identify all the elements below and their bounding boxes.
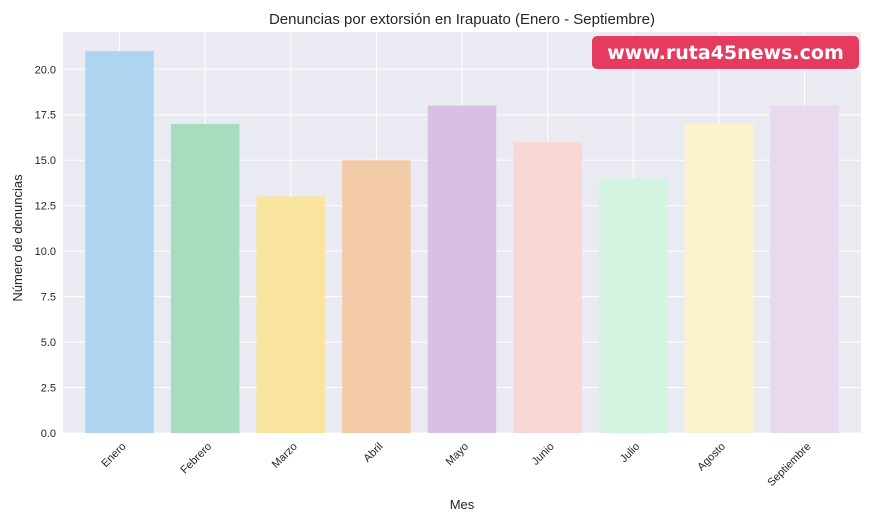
x-tick-label: Septiembre (765, 441, 813, 489)
y-tick-labels: 0.0 2.5 5.0 7.5 10.0 12.5 15.0 17.5 20.0 (35, 64, 56, 440)
x-tick-labels: Enero Febrero Marzo Abril Mayo Junio Julio Agos… (99, 441, 813, 489)
y-axis-label: Número de denuncias (10, 174, 25, 302)
bar-enero (85, 51, 154, 433)
y-tick-label: 2.5 (41, 383, 56, 395)
bar-junio (513, 142, 582, 433)
y-tick-label: 5.0 (41, 337, 56, 349)
watermark-text: www.ruta45news.com (607, 42, 844, 64)
bar-febrero (170, 123, 240, 434)
watermark-badge: www.ruta45news.com (592, 36, 859, 69)
x-tick-label: Mayo (444, 441, 472, 469)
y-tick-label: 17.5 (35, 110, 56, 122)
y-tick-label: 20.0 (35, 64, 56, 76)
x-tick-label: Junio (530, 441, 557, 468)
bars (85, 51, 839, 434)
watermark-background (592, 36, 859, 69)
x-axis-label: Mes (450, 497, 475, 512)
y-tick-label: 10.0 (35, 246, 56, 258)
bar-septiembre (770, 105, 839, 433)
x-tick-label: Abril (361, 441, 385, 465)
bar-marzo (256, 196, 326, 433)
y-tick-label: 15.0 (35, 155, 56, 167)
y-tick-label: 12.5 (35, 201, 56, 213)
y-tick-label: 7.5 (41, 292, 56, 304)
bar-abril (342, 160, 411, 434)
bar-agosto (684, 123, 754, 434)
x-tick-label: Marzo (270, 441, 300, 471)
x-tick-label: Agosto (695, 441, 728, 474)
x-tick-label: Febrero (179, 441, 215, 477)
chart-title: Denuncias por extorsión en Irapuato (Ene… (269, 11, 655, 28)
x-tick-label: Enero (99, 441, 128, 470)
bar-mayo (427, 105, 497, 433)
bar-julio (598, 178, 668, 433)
y-tick-label: 0.0 (41, 428, 56, 440)
x-tick-label: Julio (618, 441, 642, 465)
